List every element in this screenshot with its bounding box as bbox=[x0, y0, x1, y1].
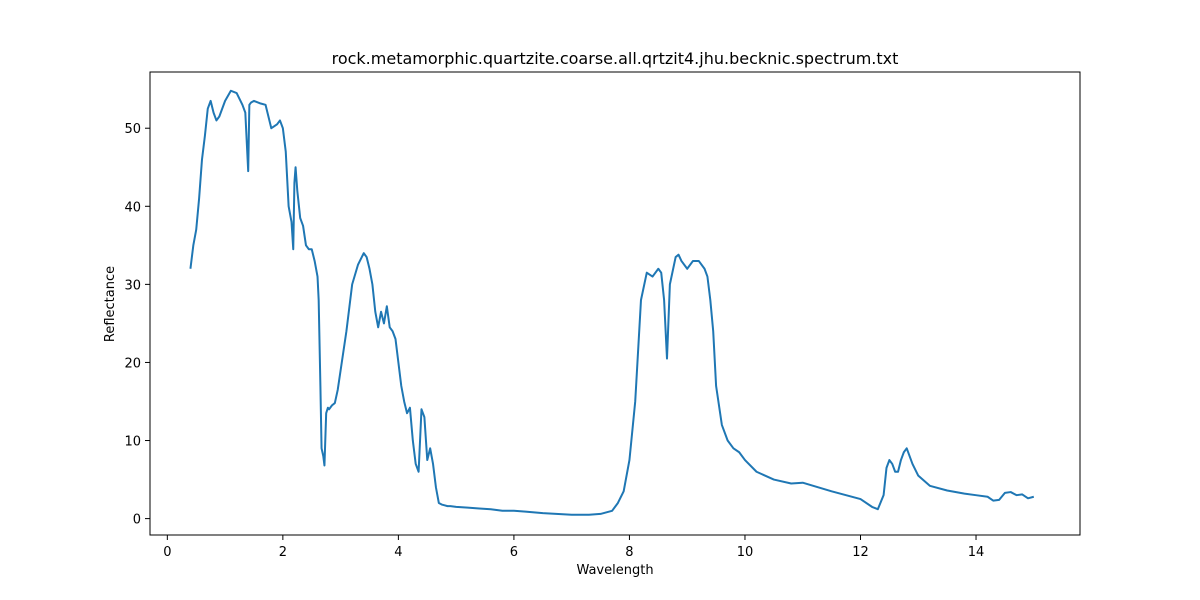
y-tick-label: 30 bbox=[124, 278, 141, 293]
x-tick-label: 2 bbox=[279, 545, 287, 560]
x-tick-label: 10 bbox=[737, 545, 754, 560]
x-tick-label: 14 bbox=[968, 545, 985, 560]
x-tick-label: 6 bbox=[510, 545, 518, 560]
y-tick-label: 0 bbox=[133, 513, 141, 528]
y-axis-label: Reflectance bbox=[103, 266, 118, 342]
y-tick-label: 20 bbox=[124, 356, 141, 371]
x-tick-label: 8 bbox=[625, 545, 633, 560]
x-axis: 0 2 4 6 8 10 12 14 bbox=[163, 535, 984, 560]
y-tick-label: 40 bbox=[124, 200, 141, 215]
plot-area bbox=[189, 89, 1035, 516]
y-axis: 0 10 20 30 40 50 bbox=[124, 122, 150, 528]
x-tick-label: 4 bbox=[394, 545, 402, 560]
y-tick-label: 50 bbox=[124, 122, 141, 137]
series-line bbox=[189, 89, 1035, 516]
x-tick-label: 0 bbox=[163, 545, 171, 560]
x-tick-label: 12 bbox=[852, 545, 869, 560]
axes-frame bbox=[149, 71, 1081, 536]
y-tick-label: 10 bbox=[124, 435, 141, 450]
x-axis-label: Wavelength bbox=[576, 563, 653, 578]
chart-title: rock.metamorphic.quartzite.coarse.all.qr… bbox=[332, 49, 899, 68]
